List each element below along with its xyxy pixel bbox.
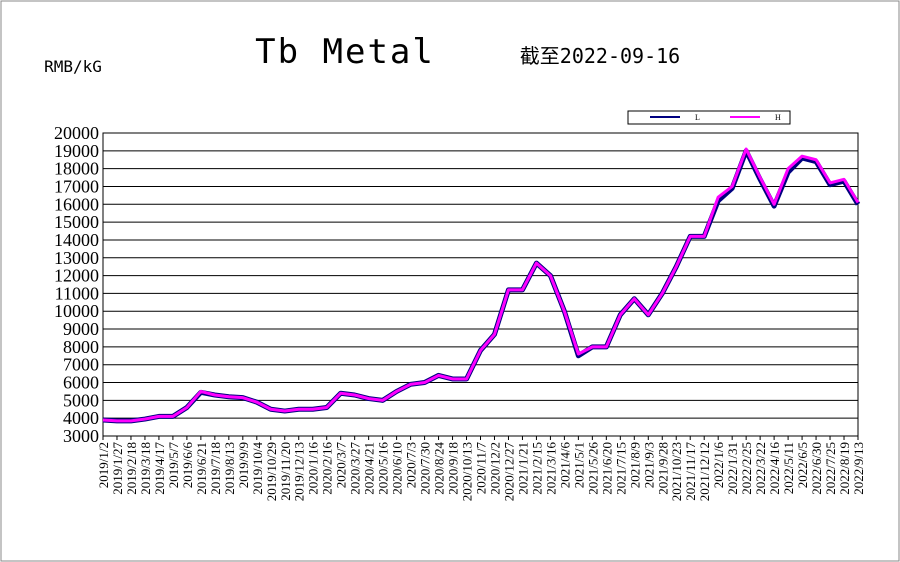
y-tick-label: 10000 xyxy=(54,301,99,321)
x-tick-label: 2019/11/20 xyxy=(278,442,293,501)
x-tick-label: 2022/6/30 xyxy=(809,442,824,495)
x-tick-label: 2021/9/3 xyxy=(641,442,656,488)
x-tick-label: 2019/6/21 xyxy=(194,442,209,495)
x-tick-label: 2022/3/22 xyxy=(753,442,768,495)
x-tick-label: 2022/1/6 xyxy=(711,442,726,489)
x-tick-label: 2020/8/24 xyxy=(432,442,447,495)
y-axis-label: RMB/kG xyxy=(44,57,102,76)
x-tick-label: 2022/5/11 xyxy=(781,442,796,494)
y-tick-label: 16000 xyxy=(54,194,99,214)
legend xyxy=(627,110,791,125)
x-tick-label: 2021/5/26 xyxy=(585,442,600,495)
x-tick-label: 2019/10/29 xyxy=(264,442,279,501)
chart-title: Tb Metal xyxy=(255,32,435,72)
x-tick-label: 2021/3/16 xyxy=(543,442,558,495)
x-tick-label: 2022/6/5 xyxy=(795,442,810,488)
x-tick-label: 2022/1/31 xyxy=(725,442,740,495)
x-tick-label: 2019/6/6 xyxy=(180,442,195,489)
x-tick-label: 2020/6/10 xyxy=(390,442,405,495)
x-tick-label: 2021/5/1 xyxy=(571,442,586,488)
y-tick-label: 6000 xyxy=(63,373,99,393)
y-tick-label: 13000 xyxy=(54,248,99,268)
x-tick-label: 2020/7/3 xyxy=(404,442,419,488)
x-tick-label: 2021/4/6 xyxy=(557,442,572,489)
x-tick-label: 2020/12/2 xyxy=(487,442,502,495)
x-tick-label: 2021/12/12 xyxy=(697,442,712,501)
x-tick-label: 2021/9/28 xyxy=(655,442,670,495)
x-tick-label: 2021/6/20 xyxy=(599,442,614,495)
chart-subtitle: 截至2022-09-16 xyxy=(520,44,680,68)
x-tick-label: 2019/7/18 xyxy=(208,442,223,495)
y-tick-label: 17000 xyxy=(54,176,99,196)
x-tick-label: 2019/12/13 xyxy=(292,442,307,501)
x-tick-label: 2019/3/18 xyxy=(138,442,153,495)
y-tick-label: 12000 xyxy=(54,266,99,286)
x-tick-label: 2020/12/27 xyxy=(501,442,516,502)
x-tick-label: 2019/10/4 xyxy=(250,442,265,495)
legend-label: H xyxy=(775,113,781,122)
x-tick-label: 2019/2/18 xyxy=(124,442,139,495)
x-tick-label: 2022/2/25 xyxy=(739,442,754,495)
x-tick-label: 2021/11/17 xyxy=(683,442,698,501)
y-tick-label: 7000 xyxy=(63,355,99,375)
x-tick-label: 2019/8/13 xyxy=(222,442,237,495)
x-tick-label: 2019/9/9 xyxy=(236,442,251,488)
y-tick-label: 15000 xyxy=(54,212,99,232)
x-tick-label: 2020/3/7 xyxy=(334,442,349,489)
x-tick-label: 2022/9/13 xyxy=(851,442,866,495)
legend-label: L xyxy=(695,113,700,122)
y-tick-label: 19000 xyxy=(54,141,99,161)
x-tick-label: 2019/4/17 xyxy=(152,442,167,495)
x-tick-label: 2022/8/19 xyxy=(837,442,852,495)
y-tick-label: 8000 xyxy=(63,337,99,357)
x-tick-label: 2019/1/27 xyxy=(110,442,125,495)
x-tick-label: 2020/2/16 xyxy=(320,442,335,495)
x-tick-label: 2021/2/15 xyxy=(529,442,544,495)
x-tick-label: 2021/10/23 xyxy=(669,442,684,501)
x-tick-label: 2021/8/9 xyxy=(627,442,642,488)
x-tick-label: 2020/11/7 xyxy=(474,442,489,495)
x-tick-label: 2020/1/16 xyxy=(306,442,321,495)
y-tick-label: 20000 xyxy=(54,123,99,143)
y-tick-label: 18000 xyxy=(54,159,99,179)
x-tick-label: 2021/1/21 xyxy=(515,442,530,495)
x-tick-label: 2020/5/16 xyxy=(376,442,391,495)
y-tick-label: 3000 xyxy=(63,426,99,446)
x-tick-label: 2021/7/15 xyxy=(613,442,628,495)
x-tick-label: 2020/4/21 xyxy=(362,442,377,495)
x-tick-label: 2020/3/27 xyxy=(348,442,363,495)
x-tick-label: 2019/5/7 xyxy=(166,442,181,489)
y-tick-label: 4000 xyxy=(63,408,99,428)
y-tick-label: 14000 xyxy=(54,230,99,250)
series-line xyxy=(102,147,860,423)
y-tick-label: 9000 xyxy=(63,319,99,339)
x-tick-label: 2019/1/2 xyxy=(96,442,111,488)
x-tick-label: 2020/10/13 xyxy=(460,442,475,501)
y-tick-label: 11000 xyxy=(55,283,99,303)
y-tick-label: 5000 xyxy=(63,390,99,410)
x-tick-label: 2020/7/30 xyxy=(418,442,433,495)
x-tick-label: 2020/9/18 xyxy=(446,442,461,495)
x-tick-label: 2022/4/16 xyxy=(767,442,782,495)
x-tick-label: 2022/7/25 xyxy=(823,442,838,495)
